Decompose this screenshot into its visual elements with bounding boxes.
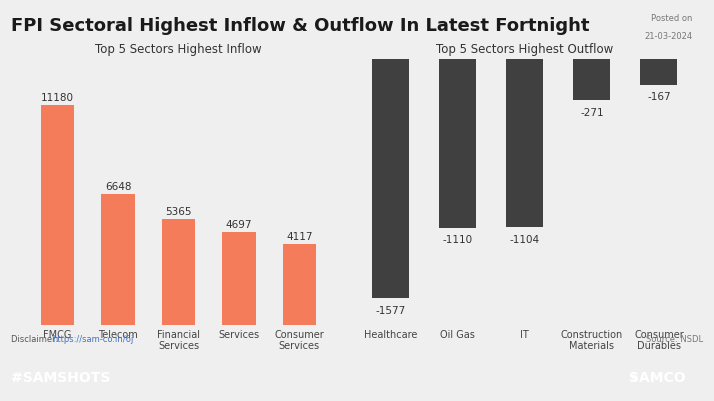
Text: 5365: 5365 [165,207,192,217]
Bar [640,60,678,85]
Text: SAMCO: SAMCO [629,370,685,384]
Text: 4697: 4697 [226,220,252,230]
Title: Top 5 Sectors Highest Outflow: Top 5 Sectors Highest Outflow [436,43,613,56]
Text: https://sam-co.in/6j: https://sam-co.in/6j [52,334,134,343]
Title: Top 5 Sectors Highest Inflow: Top 5 Sectors Highest Inflow [95,43,262,56]
Text: 4117: 4117 [286,231,313,241]
Text: -1110: -1110 [443,235,473,245]
Text: -167: -167 [647,92,670,102]
Text: FPI Sectoral Highest Inflow & Outflow In Latest Fortnight: FPI Sectoral Highest Inflow & Outflow In… [11,17,589,35]
Text: ✷: ✷ [630,372,639,382]
Bar [41,105,74,325]
Text: -1104: -1104 [510,234,540,244]
Text: Disclaimer:: Disclaimer: [11,334,61,343]
Bar [162,220,195,325]
Bar [573,60,610,101]
Bar [101,194,135,325]
Text: -271: -271 [580,108,603,118]
Text: 11180: 11180 [41,93,74,103]
Text: #SAMSHOTS: #SAMSHOTS [11,370,110,384]
Bar [222,233,256,325]
Text: 6648: 6648 [105,182,131,192]
Text: -1577: -1577 [376,306,406,316]
Bar [283,244,316,325]
Bar [372,60,409,299]
Bar [439,60,476,228]
Text: 21-03-2024: 21-03-2024 [645,32,693,41]
Text: Posted on: Posted on [651,14,693,23]
Bar [506,60,543,227]
Text: Source: NSDL: Source: NSDL [646,334,703,343]
